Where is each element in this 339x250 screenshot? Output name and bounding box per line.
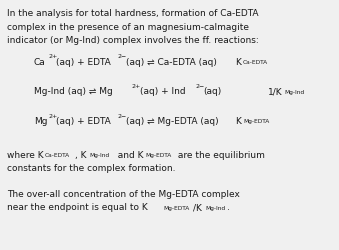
Text: The over-all concentration of the Mg-EDTA complex: The over-all concentration of the Mg-EDT… [7,190,240,199]
Text: (aq) + EDTA: (aq) + EDTA [57,58,111,66]
Text: Mg-EDTA: Mg-EDTA [243,120,269,124]
Text: 2−: 2− [118,114,127,118]
Text: 2+: 2+ [132,84,141,89]
Text: 2+: 2+ [48,114,58,118]
Text: 2+: 2+ [48,54,58,59]
Text: Mg-EDTA: Mg-EDTA [145,153,171,158]
Text: 1/K: 1/K [268,87,283,96]
Text: 2−: 2− [195,84,204,89]
Text: Mg-EDTA: Mg-EDTA [163,206,189,211]
Text: 2−: 2− [118,54,127,59]
Text: (aq) ⇌ Ca-EDTA (aq): (aq) ⇌ Ca-EDTA (aq) [125,58,216,66]
Text: In the analysis for total hardness, formation of Ca-EDTA: In the analysis for total hardness, form… [7,9,259,18]
Text: Mg-Ind (aq) ⇌ Mg: Mg-Ind (aq) ⇌ Mg [34,87,113,96]
Text: /K: /K [193,204,202,212]
Text: complex in the presence of an magnesium-calmagite: complex in the presence of an magnesium-… [7,22,249,32]
Text: Ca: Ca [34,58,46,66]
Text: Mg-Ind: Mg-Ind [284,90,304,95]
Text: are the equilibrium: are the equilibrium [175,151,265,160]
Text: .: . [227,204,230,212]
Text: constants for the complex formation.: constants for the complex formation. [7,164,176,173]
Text: K: K [236,117,241,126]
Text: and K: and K [112,151,143,160]
Text: indicator (or Mg-Ind) complex involves the ff. reactions:: indicator (or Mg-Ind) complex involves t… [7,36,259,45]
Text: , K: , K [75,151,86,160]
Text: (aq) + EDTA: (aq) + EDTA [57,117,111,126]
Text: (aq) ⇌ Mg-EDTA (aq): (aq) ⇌ Mg-EDTA (aq) [125,117,218,126]
Text: Ca-EDTA: Ca-EDTA [45,153,70,158]
Text: near the endpoint is equal to K: near the endpoint is equal to K [7,204,148,212]
Text: K: K [236,58,241,66]
Text: (aq) + Ind: (aq) + Ind [140,87,186,96]
Text: Mg: Mg [34,117,47,126]
Text: Mg-Ind: Mg-Ind [89,153,109,158]
Text: where K: where K [7,151,44,160]
Text: Ca-EDTA: Ca-EDTA [243,60,268,65]
Text: (aq): (aq) [203,87,221,96]
Text: Mg-Ind: Mg-Ind [205,206,225,211]
